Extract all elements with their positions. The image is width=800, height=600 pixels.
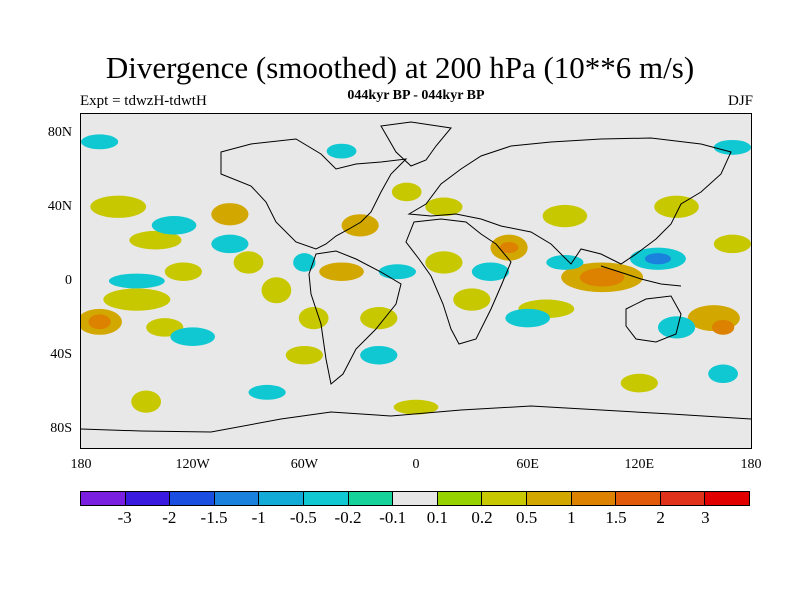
coastline-europe-asia bbox=[407, 137, 732, 265]
colorbar-segment-14 bbox=[705, 492, 749, 505]
lat-tick-label: 40N bbox=[47, 198, 72, 214]
coastlines bbox=[81, 121, 751, 433]
colorbar-label: -2 bbox=[162, 508, 177, 527]
lon-tick-label: 60W bbox=[290, 457, 318, 472]
colorbar-segment-12 bbox=[616, 492, 661, 505]
divergence-blob-17 bbox=[425, 197, 463, 217]
colorbar-segment-2 bbox=[170, 492, 215, 505]
divergence-blob-16 bbox=[391, 182, 422, 202]
divergence-blob-13 bbox=[285, 345, 323, 365]
divergence-blob-40 bbox=[471, 262, 510, 281]
coastline-south-america bbox=[308, 250, 402, 385]
colorbar-label: -1.5 bbox=[200, 508, 228, 527]
divergence-blob-10 bbox=[298, 306, 329, 330]
divergence-blob-6 bbox=[164, 262, 202, 281]
experiment-label: Expt = tdwzH-tdwtH bbox=[80, 93, 207, 109]
divergence-blob-25 bbox=[579, 268, 625, 287]
divergence-blob-35 bbox=[211, 234, 249, 254]
colorbar-label: -1 bbox=[251, 508, 266, 527]
divergence-blob-22 bbox=[542, 204, 588, 228]
lon-tick-label: 120W bbox=[175, 457, 210, 472]
season-label: DJF bbox=[727, 93, 753, 109]
divergence-blob-28 bbox=[654, 195, 699, 218]
divergence-blob-19 bbox=[453, 288, 491, 311]
divergence-blob-39 bbox=[360, 345, 398, 365]
divergence-blob-46 bbox=[81, 134, 119, 150]
coastline-greenland bbox=[380, 121, 452, 167]
divergence-blob-44 bbox=[644, 253, 671, 265]
divergence-blob-1 bbox=[88, 314, 111, 330]
colorbar-segment-4 bbox=[259, 492, 304, 505]
map-panel bbox=[80, 113, 752, 449]
map-title: Divergence (smoothed) at 200 hPa (10**6 … bbox=[105, 50, 695, 85]
coastline-antarctica bbox=[81, 405, 751, 433]
coastline-north-america bbox=[220, 138, 408, 250]
colorbar-segment-3 bbox=[214, 492, 260, 505]
colorbar-label: 0.2 bbox=[471, 508, 493, 527]
colorbar-segment-10 bbox=[526, 492, 572, 505]
lon-tick-label: 0 bbox=[412, 457, 420, 472]
lat-tick-label: 80N bbox=[47, 124, 72, 140]
lat-tick-label: 80S bbox=[50, 421, 72, 437]
divergence-blob-38 bbox=[378, 264, 416, 280]
colorbar-segment-6 bbox=[348, 492, 394, 505]
divergence-blob-14 bbox=[360, 306, 398, 330]
divergence-blob-8 bbox=[233, 251, 264, 274]
divergence-blob-32 bbox=[620, 373, 658, 393]
divergence-blob-49 bbox=[248, 384, 286, 400]
lat-tick-label: 0 bbox=[65, 273, 72, 288]
divergence-blob-21 bbox=[499, 242, 519, 254]
colorbar-segment-8 bbox=[437, 492, 483, 505]
colorbar-label: 0.5 bbox=[516, 508, 538, 527]
colorbar-segment-9 bbox=[482, 492, 527, 505]
colorbar-label: 3 bbox=[701, 508, 710, 527]
divergence-blob-50 bbox=[708, 364, 738, 384]
coastline-australia bbox=[625, 295, 682, 343]
divergence-blob-18 bbox=[425, 251, 463, 274]
divergence-blob-15 bbox=[341, 214, 379, 237]
divergence-map bbox=[81, 114, 751, 448]
divergence-blob-7 bbox=[211, 203, 249, 226]
colorbar-segment-13 bbox=[660, 492, 706, 505]
colorbar-label: -3 bbox=[117, 508, 132, 527]
colorbar-label: 1.5 bbox=[605, 508, 627, 527]
lat-tick-label: 40S bbox=[50, 347, 72, 363]
divergence-blob-27 bbox=[711, 319, 735, 335]
colorbar-segment-1 bbox=[125, 492, 171, 505]
divergence-blob-45 bbox=[657, 316, 696, 339]
colorbar-label: -0.2 bbox=[334, 508, 362, 527]
divergence-blob-31 bbox=[393, 399, 439, 415]
divergence-blob-34 bbox=[151, 216, 197, 235]
divergence-blob-47 bbox=[713, 139, 751, 155]
divergence-blob-48 bbox=[326, 143, 357, 159]
coastline-indonesia bbox=[600, 265, 682, 287]
colorbar-label: 1 bbox=[567, 508, 576, 527]
divergence-blob-33 bbox=[108, 273, 165, 289]
divergence-blob-12 bbox=[332, 266, 351, 278]
colorbar-label: -0.1 bbox=[379, 508, 407, 527]
colorbar-label: -0.5 bbox=[289, 508, 317, 527]
lon-tick-label: 180 bbox=[740, 457, 762, 472]
divergence-blob-36 bbox=[170, 327, 215, 346]
colorbar-segment-0 bbox=[81, 492, 126, 505]
colorbar-segment-11 bbox=[571, 492, 617, 505]
colorbar-segment-5 bbox=[303, 492, 349, 505]
lon-tick-label: 120E bbox=[624, 457, 655, 472]
colorbar-label: 2 bbox=[656, 508, 665, 527]
colorbar bbox=[80, 491, 750, 506]
divergence-blob-4 bbox=[90, 195, 147, 218]
colorbar-segment-7 bbox=[393, 492, 438, 505]
colorbar-label: 0.1 bbox=[426, 508, 448, 527]
coastline-africa bbox=[405, 218, 512, 345]
divergence-blob-30 bbox=[131, 390, 162, 413]
divergence-blob-2 bbox=[103, 288, 171, 311]
divergence-blob-29 bbox=[713, 234, 751, 254]
divergence-blob-41 bbox=[505, 308, 550, 328]
period-label: 044kyr BP - 044kyr BP bbox=[347, 88, 485, 103]
divergence-blob-37 bbox=[293, 253, 316, 272]
divergence-blob-9 bbox=[261, 277, 292, 304]
lon-tick-label: 60E bbox=[516, 457, 539, 472]
divergence-blob-5 bbox=[129, 230, 182, 250]
lon-tick-label: 180 bbox=[70, 457, 92, 472]
